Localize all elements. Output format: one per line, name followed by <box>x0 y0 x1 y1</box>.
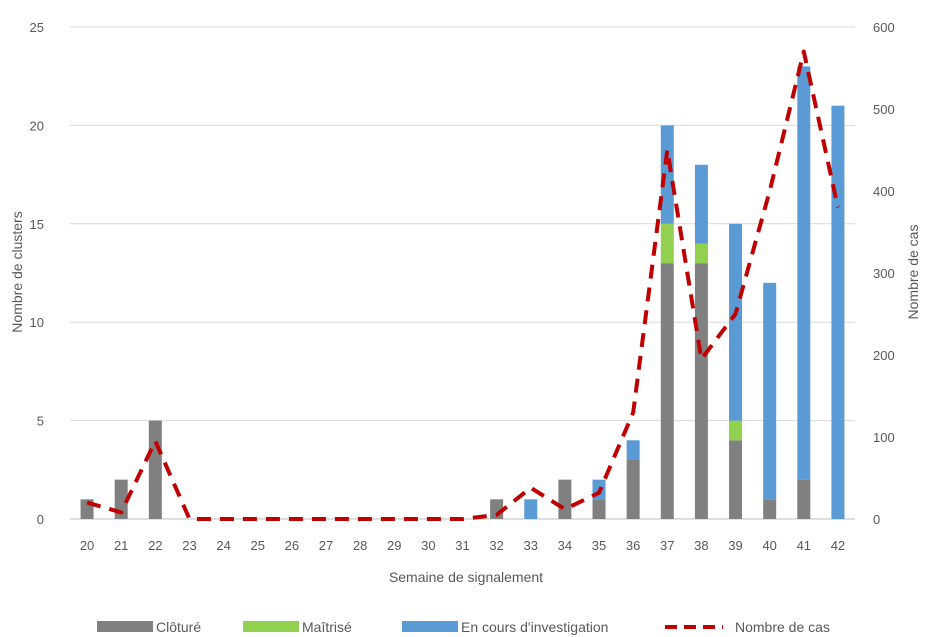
y2-tick-label: 200 <box>873 348 895 363</box>
x-tick-label: 39 <box>728 538 742 553</box>
legend-label-en-cours: En cours d'investigation <box>461 619 608 635</box>
bars <box>80 66 845 519</box>
cases-line-path <box>86 49 840 521</box>
bar-en-cours <box>797 66 811 480</box>
y2-tick-label: 600 <box>873 20 895 35</box>
bar-cloture <box>729 440 743 519</box>
bar-en-cours <box>729 223 743 421</box>
x-tick-label: 30 <box>421 538 435 553</box>
legend-label-maitrise: Maîtrisé <box>302 619 352 635</box>
bar-maitrise <box>694 243 708 264</box>
cases-line <box>86 49 840 521</box>
x-axis-title: Semaine de signalement <box>389 569 543 585</box>
x-tick-label: 24 <box>216 538 230 553</box>
legend-label-cloture: Clôturé <box>156 619 201 635</box>
x-tick-label: 42 <box>831 538 845 553</box>
bar-en-cours <box>831 105 845 519</box>
x-tick-label: 29 <box>387 538 401 553</box>
y-tick-label: 25 <box>30 20 44 35</box>
y-axis-title: Nombre de clusters <box>9 211 25 332</box>
x-tick-label: 37 <box>660 538 674 553</box>
bar-cloture <box>694 263 708 519</box>
bar-cloture <box>558 479 572 519</box>
x-tick-label: 36 <box>626 538 640 553</box>
y-tick-label: 5 <box>37 414 44 429</box>
bar-en-cours <box>694 164 708 244</box>
y-tick-label: 15 <box>30 217 44 232</box>
bar-cloture <box>660 263 674 519</box>
legend-label-nombre-de-cas: Nombre de cas <box>735 619 830 635</box>
bar-cloture <box>148 420 162 519</box>
x-tick-label: 34 <box>558 538 572 553</box>
x-tick-label: 33 <box>524 538 538 553</box>
x-tick-label: 20 <box>80 538 94 553</box>
x-tick-label: 22 <box>148 538 162 553</box>
legend: Clôturé Maîtrisé En cours d'investigatio… <box>97 619 830 635</box>
y2-tick-label: 300 <box>873 266 895 281</box>
x-tick-label: 27 <box>319 538 333 553</box>
x-tick-label: 21 <box>114 538 128 553</box>
x-tick-label: 41 <box>797 538 811 553</box>
bar-en-cours <box>524 499 538 519</box>
y-axis-left: 0 5 10 15 20 25 <box>30 20 44 527</box>
x-tick-label: 23 <box>182 538 196 553</box>
x-tick-label: 38 <box>694 538 708 553</box>
legend-swatch-cloture <box>97 621 153 632</box>
y-tick-label: 20 <box>30 118 44 133</box>
bar-cloture <box>592 499 606 519</box>
legend-swatch-en-cours <box>402 621 458 632</box>
x-tick-label: 40 <box>762 538 776 553</box>
y2-axis-title: Nombre de cas <box>905 225 921 320</box>
bar-cloture <box>114 479 128 519</box>
bar-en-cours <box>626 440 640 460</box>
y2-tick-label: 100 <box>873 430 895 445</box>
x-tick-label: 28 <box>353 538 367 553</box>
y-axis-right: 0 100 200 300 400 500 600 <box>873 20 895 527</box>
y-tick-label: 0 <box>37 512 44 527</box>
bar-cloture <box>797 479 811 519</box>
legend-swatch-maitrise <box>243 621 299 632</box>
y2-tick-label: 400 <box>873 184 895 199</box>
x-tick-label: 32 <box>489 538 503 553</box>
bar-maitrise <box>729 420 743 441</box>
bar-cloture <box>763 499 777 519</box>
x-tick-label: 35 <box>592 538 606 553</box>
x-axis: 20 21 22 23 24 25 26 27 28 29 30 31 32 33 34 35 36 37 38 39… <box>80 538 845 553</box>
y2-tick-label: 500 <box>873 102 895 117</box>
bar-en-cours <box>660 125 674 224</box>
x-tick-label: 25 <box>250 538 264 553</box>
bar-maitrise <box>660 223 674 264</box>
bar-cloture <box>626 459 640 519</box>
bar-en-cours <box>763 282 777 500</box>
x-tick-label: 26 <box>285 538 299 553</box>
y2-tick-label: 0 <box>873 512 880 527</box>
x-tick-label: 31 <box>455 538 469 553</box>
y-tick-label: 10 <box>30 315 44 330</box>
